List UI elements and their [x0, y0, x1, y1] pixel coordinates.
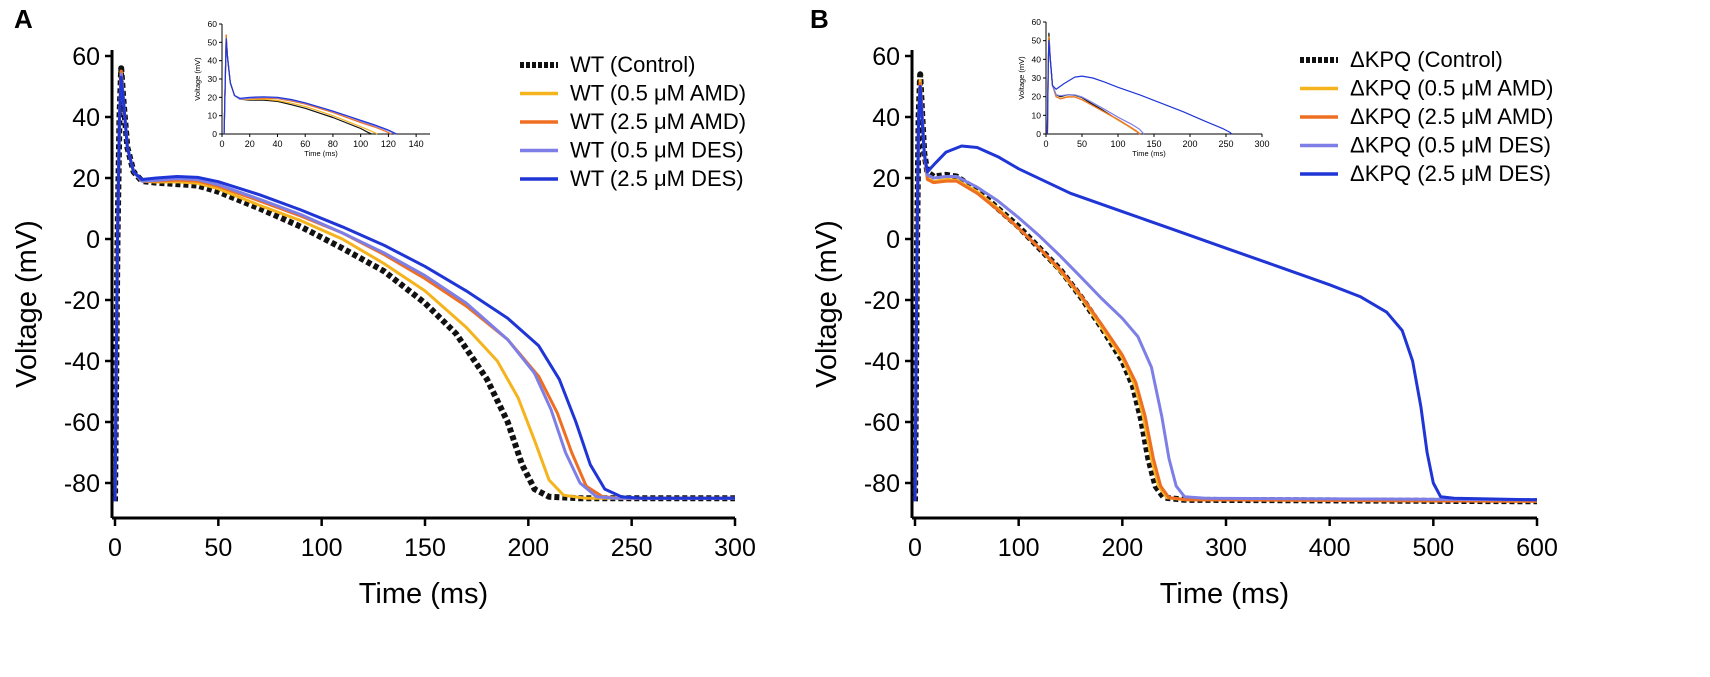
y-tick-label: -60	[864, 409, 900, 437]
inset-y-tick-label: 60	[208, 19, 218, 29]
inset-x-tick-label: 20	[245, 139, 255, 149]
y-tick-label: -80	[64, 470, 100, 498]
x-tick-label: 300	[714, 534, 756, 562]
inset-y-tick-label: 40	[208, 56, 218, 66]
legend-label-4: ΔKPQ (2.5 μM DES)	[1350, 161, 1551, 186]
inset-series-line-4	[223, 38, 397, 135]
inset-y-tick-label: 20	[1032, 92, 1042, 102]
x-tick-label: 300	[1205, 534, 1247, 562]
inset-x-axis-label: Time (ms)	[304, 149, 338, 158]
y-tick-label: -40	[864, 348, 900, 376]
y-tick-label: 0	[86, 226, 100, 254]
inset-series-line-2	[1046, 38, 1141, 135]
x-axis-label: Time (ms)	[1160, 578, 1289, 610]
y-tick-label: 0	[886, 226, 900, 254]
inset-y-axis-label: Voltage (mV)	[193, 57, 202, 101]
x-tick-label: 500	[1412, 534, 1454, 562]
y-tick-label: 20	[872, 165, 900, 193]
legend-label-1: WT (0.5 μM AMD)	[570, 81, 746, 106]
inset-series-line-3	[1046, 40, 1145, 135]
inset-y-tick-label: 0	[1036, 129, 1041, 139]
inset-series-line-3	[223, 38, 396, 135]
inset-x-tick-label: 100	[353, 139, 368, 149]
series-line-4	[113, 75, 735, 502]
y-tick-label: -20	[64, 287, 100, 315]
inset-x-axis-label: Time (ms)	[1132, 149, 1166, 158]
inset-y-tick-label: 60	[1032, 17, 1042, 27]
x-tick-label: 150	[404, 534, 446, 562]
inset-x-tick-label: 100	[1110, 139, 1125, 149]
inset-x-tick-label: 0	[219, 139, 224, 149]
series-line-1	[113, 69, 735, 502]
x-tick-label: 200	[507, 534, 549, 562]
y-axis-label: Voltage (mV)	[11, 220, 43, 388]
inset-chart: 0 10 20 30 40 50 60 0 50 100 150 200 250 300 Time (ms)…	[1017, 17, 1270, 158]
y-tick-label: -60	[64, 409, 100, 437]
x-tick-label: 50	[204, 534, 232, 562]
inset-y-tick-label: 10	[1032, 110, 1042, 120]
inset-x-tick-label: 0	[1043, 139, 1048, 149]
x-tick-label: 100	[301, 534, 343, 562]
y-tick-label: 40	[72, 104, 100, 132]
inset-y-tick-label: 0	[212, 129, 217, 139]
x-axis-label: Time (ms)	[359, 578, 488, 610]
inset-x-tick-label: 40	[272, 139, 282, 149]
inset-y-tick-label: 30	[208, 74, 218, 84]
legend-label-0: WT (Control)	[570, 52, 696, 77]
x-tick-label: 0	[908, 534, 922, 562]
y-tick-label: 60	[72, 43, 100, 71]
legend-label-4: WT (2.5 μM DES)	[570, 166, 744, 191]
y-axis-label: Voltage (mV)	[811, 220, 843, 388]
panel-label: B	[810, 4, 829, 34]
legend-label-1: ΔKPQ (0.5 μM AMD)	[1350, 76, 1553, 101]
legend-label-0: ΔKPQ (Control)	[1350, 47, 1503, 72]
y-tick-label: -40	[64, 348, 100, 376]
panel-label: A	[14, 4, 33, 34]
x-tick-label: 600	[1516, 534, 1558, 562]
inset-chart: 0 10 20 30 40 50 60 0 20 40 60 80 100 120 140 Time (ms)…	[193, 19, 430, 158]
inset-x-tick-label: 300	[1254, 139, 1269, 149]
x-tick-label: 0	[108, 534, 122, 562]
legend-label-2: ΔKPQ (2.5 μM AMD)	[1350, 104, 1553, 129]
y-tick-label: -80	[864, 470, 900, 498]
inset-x-tick-label: 60	[300, 139, 310, 149]
y-tick-label: 40	[872, 104, 900, 132]
inset-x-tick-label: 140	[409, 139, 424, 149]
inset-y-axis-label: Voltage (mV)	[1017, 56, 1026, 100]
legend-label-3: WT (0.5 μM DES)	[570, 138, 744, 163]
inset-y-tick-label: 20	[208, 92, 218, 102]
inset-series-line-4	[1046, 40, 1233, 135]
inset-y-tick-label: 10	[208, 111, 218, 121]
series-line-4	[913, 85, 1538, 502]
inset-series-line-0	[223, 36, 373, 135]
inset-series-line-0	[1046, 32, 1140, 135]
x-tick-label: 100	[998, 534, 1040, 562]
legend-label-2: WT (2.5 μM AMD)	[570, 109, 746, 134]
y-tick-label: 20	[72, 165, 100, 193]
x-tick-label: 200	[1101, 534, 1143, 562]
y-tick-label: 60	[872, 43, 900, 71]
inset-y-tick-label: 30	[1032, 73, 1042, 83]
inset-x-tick-label: 50	[1077, 139, 1087, 149]
inset-y-tick-label: 40	[1032, 54, 1042, 64]
inset-x-tick-label: 120	[381, 139, 396, 149]
inset-x-tick-label: 200	[1182, 139, 1197, 149]
inset-series-line-2	[223, 34, 392, 135]
x-tick-label: 400	[1309, 534, 1351, 562]
legend-label-3: ΔKPQ (0.5 μM DES)	[1350, 133, 1551, 158]
inset-x-tick-label: 150	[1146, 139, 1161, 149]
inset-x-tick-label: 80	[328, 139, 338, 149]
inset-y-tick-label: 50	[1032, 36, 1042, 46]
inset-x-tick-label: 250	[1218, 139, 1233, 149]
series-line-0	[112, 65, 735, 502]
x-tick-label: 250	[611, 534, 653, 562]
series-line-2	[113, 69, 735, 502]
y-tick-label: -20	[864, 287, 900, 315]
inset-y-tick-label: 50	[208, 37, 218, 47]
